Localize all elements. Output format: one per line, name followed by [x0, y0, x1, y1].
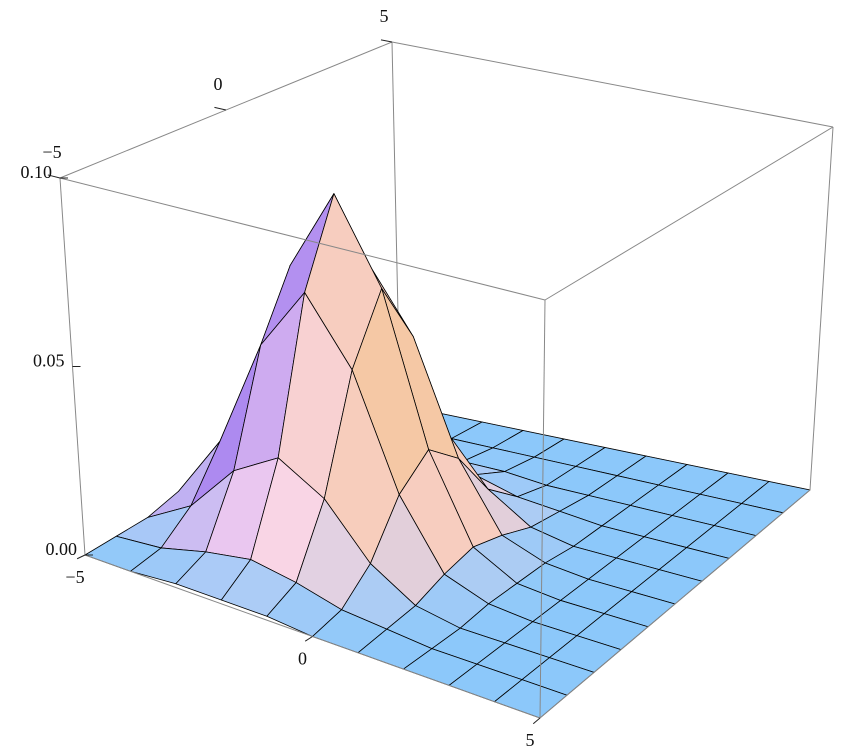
y-tick	[214, 106, 227, 111]
box-edge	[544, 126, 834, 301]
x-tick-label: 5	[526, 730, 535, 750]
y-tick-label: 5	[380, 6, 389, 26]
box-edge	[539, 489, 811, 719]
box-edge	[539, 299, 546, 719]
box-edge	[59, 177, 546, 301]
x-tick	[532, 717, 541, 725]
y-tick-label: −5	[42, 142, 61, 162]
z-tick-label: 0.10	[21, 162, 53, 182]
y-tick	[47, 174, 61, 179]
y-tick-label: 0	[214, 74, 223, 94]
x-tick-label: −5	[65, 567, 84, 587]
z-tick-label: 0.00	[46, 539, 78, 559]
y-tick	[380, 39, 393, 43]
x-tick	[304, 636, 313, 642]
x-tick	[76, 554, 86, 560]
box-edge	[809, 126, 834, 491]
x-tick-label: 0	[298, 649, 307, 669]
box-edge	[391, 41, 834, 128]
z-tick-label: 0.05	[33, 351, 65, 371]
